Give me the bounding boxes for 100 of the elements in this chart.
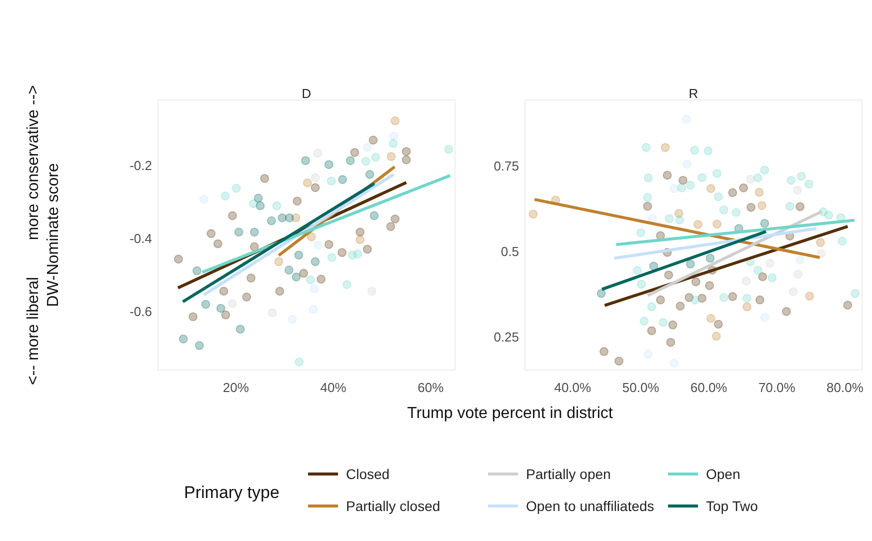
legend-label: Open [706, 466, 740, 482]
point [758, 272, 768, 282]
point [670, 358, 679, 368]
point [256, 201, 265, 210]
point [753, 266, 762, 275]
point [234, 228, 244, 237]
point [192, 266, 202, 276]
x-tick-label: 70.0% [758, 380, 796, 395]
point [228, 211, 237, 220]
x-tick-label: 80.0% [826, 380, 864, 395]
point [206, 229, 216, 238]
point [324, 240, 334, 249]
point [786, 176, 796, 185]
point [284, 213, 294, 222]
point [362, 244, 372, 254]
point [301, 156, 310, 166]
point [356, 228, 365, 237]
point [698, 173, 707, 182]
point [213, 239, 222, 248]
point [644, 350, 653, 359]
point [677, 183, 686, 192]
legend-label: Closed [346, 466, 390, 482]
point [444, 144, 454, 154]
point [690, 146, 700, 155]
point [732, 208, 741, 217]
point [367, 286, 376, 296]
point [324, 160, 334, 170]
legend-label: Open to unaffiliateds [526, 498, 654, 514]
point [757, 201, 766, 210]
point [643, 192, 652, 202]
point [221, 310, 230, 320]
point [371, 152, 380, 162]
point [706, 314, 716, 323]
point [308, 304, 318, 314]
point [706, 184, 716, 194]
y-tick-label: -0.4 [130, 231, 152, 246]
point [302, 178, 312, 188]
point [365, 170, 374, 179]
x-tick-label: 60.0% [690, 380, 728, 395]
point [306, 275, 315, 284]
point [386, 152, 396, 162]
point [690, 295, 700, 304]
point [178, 334, 188, 344]
point [326, 176, 336, 186]
point [728, 188, 738, 198]
point [390, 116, 400, 126]
point [284, 266, 294, 275]
point [691, 277, 700, 286]
point [643, 202, 652, 211]
point [782, 307, 791, 316]
point [714, 192, 723, 202]
point [327, 253, 336, 262]
point [272, 201, 282, 210]
point [656, 295, 665, 304]
x-tick-label: 40% [320, 380, 347, 395]
point [216, 304, 226, 313]
point [254, 194, 263, 203]
point [670, 184, 679, 194]
point [599, 347, 608, 356]
point [292, 196, 302, 206]
point [796, 255, 805, 264]
point [746, 174, 755, 184]
point [678, 176, 688, 185]
point [310, 183, 320, 192]
point [648, 214, 657, 224]
point [316, 274, 326, 284]
point [706, 254, 715, 263]
point [760, 218, 770, 228]
point [705, 281, 714, 290]
point [294, 357, 304, 366]
point [742, 276, 751, 286]
point [742, 302, 752, 312]
point [356, 235, 365, 244]
point [816, 238, 825, 248]
text: more conservative --> [25, 85, 42, 240]
point [614, 356, 624, 366]
point [760, 166, 770, 175]
legend-label: Top Two [706, 498, 758, 514]
legend-label: Partially closed [346, 498, 440, 514]
point [794, 270, 803, 279]
point [188, 312, 198, 322]
x-tick-label: 20% [222, 380, 250, 395]
point [742, 294, 752, 303]
point [712, 168, 722, 178]
point [664, 214, 674, 224]
point [649, 262, 658, 271]
point [402, 155, 411, 164]
point [804, 180, 814, 189]
legend-label: Partially open [526, 466, 611, 482]
point [805, 292, 814, 301]
point [250, 242, 259, 252]
chart-title: R [688, 86, 698, 101]
point [242, 292, 252, 302]
point [755, 295, 764, 304]
point [785, 202, 794, 211]
point [199, 194, 208, 204]
point [389, 132, 398, 141]
point [246, 274, 256, 283]
point [647, 302, 656, 312]
x-axis-title: Trump vote percent in district [407, 405, 614, 422]
